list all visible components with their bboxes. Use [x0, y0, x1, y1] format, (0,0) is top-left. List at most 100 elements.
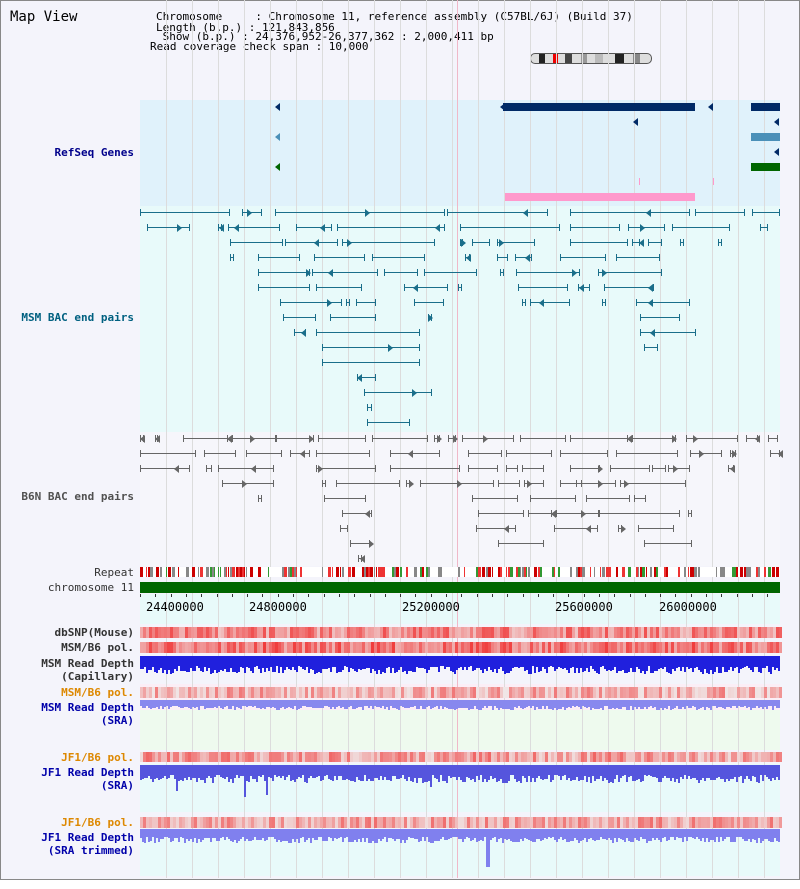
b6n-bac-arrow[interactable] [621, 525, 626, 533]
msm-bac-pair[interactable] [598, 272, 662, 273]
gene-bar[interactable] [751, 103, 780, 111]
b6n-bac-pair[interactable] [318, 438, 366, 439]
b6n-bac-end[interactable] [399, 480, 400, 487]
b6n-bac-end[interactable] [634, 495, 635, 502]
b6n-bac-end[interactable] [677, 450, 678, 457]
b6n-bac-pair[interactable] [686, 438, 738, 439]
b6n-bac-arrow[interactable] [360, 555, 365, 563]
msm-bac-end[interactable] [218, 224, 219, 231]
msm-bac-end[interactable] [679, 314, 680, 321]
msm-bac-pair[interactable] [497, 257, 508, 258]
msm-bac-end[interactable] [628, 224, 629, 231]
b6n-bac-arrow[interactable] [672, 435, 677, 443]
b6n-bac-end[interactable] [275, 435, 276, 442]
msm-bac-pair[interactable] [357, 377, 376, 378]
b6n-bac-end[interactable] [347, 525, 348, 532]
msm-bac-pair[interactable] [424, 272, 477, 273]
b6n-bac-end[interactable] [688, 510, 689, 517]
msm-bac-end[interactable] [767, 224, 768, 231]
b6n-bac-arrow[interactable] [140, 435, 145, 443]
msm-bac-arrow[interactable] [499, 239, 504, 247]
msm-bac-pair[interactable] [322, 347, 420, 348]
b6n-bac-arrow[interactable] [693, 435, 698, 443]
b6n-bac-end[interactable] [316, 450, 317, 457]
msm-bac-pair[interactable] [604, 287, 654, 288]
b6n-bac-arrow[interactable] [586, 525, 591, 533]
msm-bac-arrow[interactable] [234, 224, 239, 232]
msm-bac-pair[interactable] [372, 257, 425, 258]
b6n-bac-end[interactable] [273, 465, 274, 472]
msm-bac-end[interactable] [330, 314, 331, 321]
msm-bac-arrow[interactable] [177, 224, 182, 232]
msm-bac-pair[interactable] [316, 287, 362, 288]
gene-bar[interactable] [751, 133, 780, 141]
b6n-bac-end[interactable] [390, 465, 391, 472]
msm-bac-pair[interactable] [530, 302, 570, 303]
b6n-bac-pair[interactable] [448, 438, 456, 439]
b6n-bac-end[interactable] [690, 450, 691, 457]
msm-bac-pair[interactable] [404, 287, 448, 288]
b6n-bac-pair[interactable] [506, 468, 518, 469]
msm-bac-arrow[interactable] [428, 314, 433, 322]
msm-bac-end[interactable] [322, 344, 323, 351]
msm-bac-pair[interactable] [258, 257, 300, 258]
msm-bac-arrow[interactable] [357, 374, 362, 382]
msm-bac-pair[interactable] [570, 242, 628, 243]
msm-bac-pair[interactable] [752, 212, 780, 213]
msm-bac-pair[interactable] [275, 212, 445, 213]
msm-bac-end[interactable] [228, 224, 229, 231]
msm-bac-pair[interactable] [447, 212, 548, 213]
track-label-refseq[interactable]: RefSeq Genes [54, 146, 134, 159]
b6n-bac-pair[interactable] [372, 438, 428, 439]
msm-bac-arrow[interactable] [640, 224, 645, 232]
msm-bac-pair[interactable] [560, 257, 606, 258]
msm-bac-end[interactable] [258, 269, 259, 276]
msm-bac-arrow[interactable] [648, 284, 653, 292]
msm-bac-end[interactable] [372, 254, 373, 261]
b6n-bac-pair[interactable] [350, 543, 370, 544]
msm-bac-arrow[interactable] [347, 239, 352, 247]
msm-bac-end[interactable] [285, 239, 286, 246]
b6n-bac-end[interactable] [520, 435, 521, 442]
msm-bac-arrow[interactable] [320, 224, 325, 232]
b6n-bac-end[interactable] [652, 465, 653, 472]
gene-marker[interactable] [275, 133, 280, 141]
msm-bac-arrow[interactable] [327, 299, 332, 307]
msm-bac-end[interactable] [275, 209, 276, 216]
msm-bac-end[interactable] [567, 284, 568, 291]
msm-bac-end[interactable] [570, 239, 571, 246]
msm-bac-end[interactable] [657, 344, 658, 351]
b6n-bac-arrow[interactable] [624, 480, 629, 488]
msm-bac-end[interactable] [604, 284, 605, 291]
msm-bac-end[interactable] [744, 209, 745, 216]
b6n-bac-arrow[interactable] [527, 480, 532, 488]
msm-bac-end[interactable] [465, 254, 466, 261]
msm-bac-end[interactable] [472, 239, 473, 246]
msm-bac-end[interactable] [444, 209, 445, 216]
msm-bac-end[interactable] [261, 209, 262, 216]
b6n-bac-pair[interactable] [206, 468, 212, 469]
msm-bac-pair[interactable] [140, 212, 230, 213]
b6n-bac-end[interactable] [517, 495, 518, 502]
msm-bac-arrow[interactable] [602, 269, 607, 277]
msm-bac-pair[interactable] [330, 317, 376, 318]
msm-bac-end[interactable] [371, 404, 372, 411]
b6n-bac-arrow[interactable] [227, 435, 232, 443]
b6n-bac-end[interactable] [501, 450, 502, 457]
msm-bac-end[interactable] [616, 254, 617, 261]
b6n-bac-arrow[interactable] [155, 435, 160, 443]
msm-bac-end[interactable] [147, 224, 148, 231]
msm-bac-end[interactable] [632, 239, 633, 246]
gene-marker[interactable] [708, 103, 713, 111]
msm-bac-end[interactable] [356, 299, 357, 306]
msm-bac-end[interactable] [640, 314, 641, 321]
b6n-bac-end[interactable] [390, 450, 391, 457]
msm-bac-pair[interactable] [280, 302, 342, 303]
msm-bac-end[interactable] [342, 239, 343, 246]
b6n-bac-arrow[interactable] [699, 450, 704, 458]
msm-bac-end[interactable] [460, 239, 461, 246]
gene-bar[interactable] [503, 103, 695, 111]
msm-bac-end[interactable] [458, 284, 459, 291]
b6n-bac-end[interactable] [206, 465, 207, 472]
msm-bac-end[interactable] [419, 344, 420, 351]
